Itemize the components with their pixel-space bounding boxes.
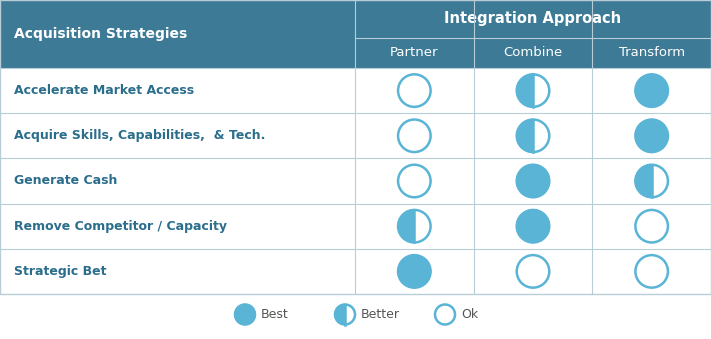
Wedge shape xyxy=(517,74,533,107)
Circle shape xyxy=(435,304,455,324)
Text: Remove Competitor / Capacity: Remove Competitor / Capacity xyxy=(14,220,227,233)
Circle shape xyxy=(398,165,431,197)
Circle shape xyxy=(636,255,668,288)
Circle shape xyxy=(398,255,431,288)
Text: Partner: Partner xyxy=(390,46,439,60)
Circle shape xyxy=(517,210,550,242)
Wedge shape xyxy=(398,210,415,242)
Circle shape xyxy=(636,165,668,197)
Circle shape xyxy=(517,255,550,288)
Circle shape xyxy=(398,120,431,152)
Bar xyxy=(0,0,355,68)
Text: Transform: Transform xyxy=(619,46,685,60)
Circle shape xyxy=(517,165,550,197)
Text: Acquire Skills, Capabilities,  & Tech.: Acquire Skills, Capabilities, & Tech. xyxy=(14,129,265,142)
Text: Accelerate Market Access: Accelerate Market Access xyxy=(14,84,194,97)
Text: Better: Better xyxy=(361,308,400,321)
Bar xyxy=(355,0,711,38)
Text: Generate Cash: Generate Cash xyxy=(14,175,117,187)
Bar xyxy=(355,38,711,68)
Bar xyxy=(0,68,711,294)
Circle shape xyxy=(636,120,668,152)
Circle shape xyxy=(335,304,355,324)
Wedge shape xyxy=(517,120,533,152)
Text: Best: Best xyxy=(261,308,289,321)
Circle shape xyxy=(636,74,668,107)
Circle shape xyxy=(517,74,550,107)
Text: Ok: Ok xyxy=(461,308,478,321)
Text: Combine: Combine xyxy=(503,46,562,60)
Circle shape xyxy=(235,304,255,324)
Wedge shape xyxy=(335,304,345,324)
Circle shape xyxy=(517,120,550,152)
Circle shape xyxy=(398,74,431,107)
Circle shape xyxy=(398,210,431,242)
Bar xyxy=(0,0,711,294)
Circle shape xyxy=(636,210,668,242)
Text: Acquisition Strategies: Acquisition Strategies xyxy=(14,27,187,41)
Text: Strategic Bet: Strategic Bet xyxy=(14,265,107,278)
Wedge shape xyxy=(636,165,652,197)
Text: Integration Approach: Integration Approach xyxy=(444,12,621,26)
